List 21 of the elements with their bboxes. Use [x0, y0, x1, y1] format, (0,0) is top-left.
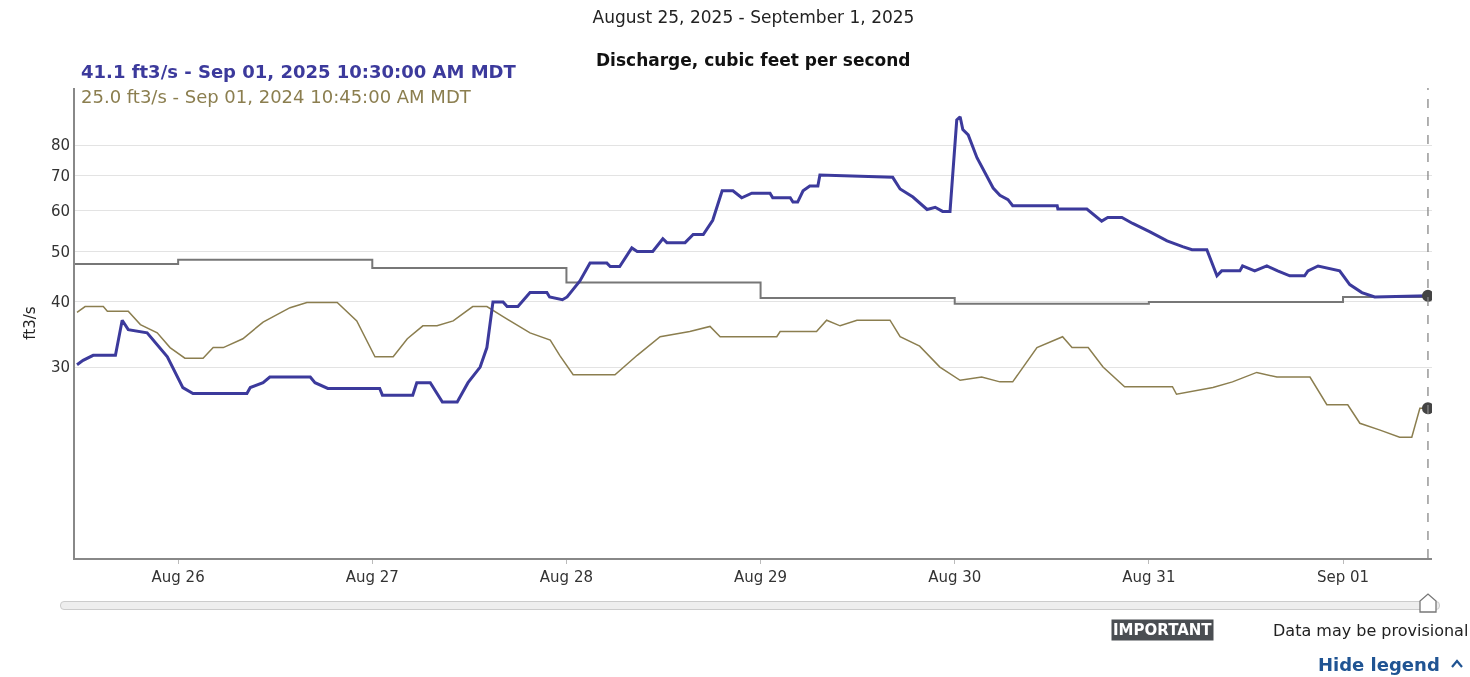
y-tick-label: 40: [50, 293, 70, 312]
y-tick-label: 60: [50, 201, 70, 220]
y-tick-label: 50: [50, 242, 70, 261]
x-tick-label: Aug 30: [928, 568, 982, 586]
chart-title: August 25, 2025 - September 1, 2025: [592, 6, 915, 27]
x-tick-label: Aug 29: [734, 568, 788, 586]
x-tick-label: Aug 26: [151, 568, 205, 586]
y-tick-label: 30: [50, 358, 70, 377]
x-tick-label: Sep 01: [1316, 568, 1370, 586]
chart-subtitle: Discharge, cubic feet per second: [596, 50, 911, 70]
y-tick-label: 70: [50, 166, 70, 185]
x-tick-label: Aug 27: [345, 568, 399, 586]
x-tick-label: Aug 31: [1122, 568, 1176, 586]
text: Hide legend: [1318, 654, 1440, 675]
y-tick-label: 80: [50, 136, 70, 155]
text: 25.0 ft3/s - Sep 01, 2024 10:45:00 AM MDT: [81, 86, 472, 107]
y-axis-title: ft3/s: [20, 306, 39, 340]
x-tick-label: Aug 28: [539, 568, 594, 586]
text: IMPORTANT: [1113, 621, 1213, 639]
text: Data may be provisional: [1273, 621, 1469, 640]
text: 41.1 ft3/s - Sep 01, 2025 10:30:00 AM MDT: [81, 61, 517, 82]
